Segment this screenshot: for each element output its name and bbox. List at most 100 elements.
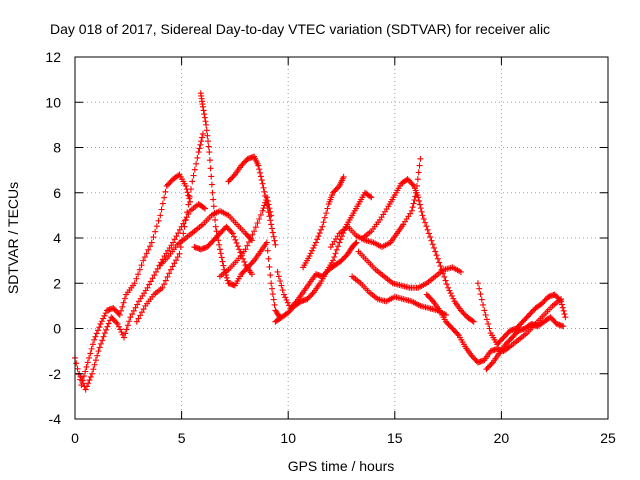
data-point (91, 336, 98, 343)
data-point (203, 127, 210, 134)
data-point (121, 334, 128, 341)
data-point (242, 158, 249, 165)
data-point (478, 296, 485, 303)
data-point (558, 298, 565, 305)
data-point (83, 363, 90, 370)
data-point (424, 226, 431, 233)
data-point (182, 182, 189, 189)
data-point (105, 320, 112, 327)
data-point (425, 292, 432, 299)
data-point (267, 217, 274, 224)
data-point (339, 256, 346, 263)
data-point (171, 260, 178, 267)
data-point (442, 277, 449, 284)
data-point (220, 262, 227, 269)
data-point (135, 271, 142, 278)
data-point (96, 344, 103, 351)
data-point (175, 172, 182, 179)
data-point (331, 254, 338, 261)
data-point (422, 219, 429, 226)
data-point (443, 281, 450, 288)
data-point (141, 254, 148, 261)
series-track-1 (72, 171, 194, 389)
data-point (306, 293, 313, 300)
data-point (229, 230, 236, 237)
data-point (224, 277, 231, 284)
data-point (116, 311, 123, 318)
data-point (115, 323, 122, 330)
data-point (171, 236, 178, 243)
data-point (320, 219, 327, 226)
data-point (220, 226, 227, 233)
data-point (118, 329, 125, 336)
data-point (311, 242, 318, 249)
data-point (426, 294, 433, 301)
data-point (279, 287, 286, 294)
data-point (84, 359, 91, 366)
chart-title: Day 018 of 2017, Sidereal Day-to-day VTE… (50, 21, 550, 37)
data-point (309, 247, 316, 254)
data-point (180, 230, 187, 237)
data-point (191, 166, 198, 173)
data-point (284, 299, 291, 306)
data-point (554, 294, 561, 301)
data-point (244, 242, 251, 249)
data-point (157, 212, 164, 219)
data-point (268, 280, 275, 287)
x-tick-label: 5 (178, 430, 186, 446)
data-point (483, 366, 490, 373)
data-point (243, 231, 250, 238)
data-point (259, 207, 266, 214)
data-point (211, 235, 218, 242)
data-point (329, 257, 336, 264)
data-point (199, 130, 206, 137)
data-point (229, 174, 236, 181)
data-point (155, 217, 162, 224)
data-point (407, 178, 414, 185)
data-point (336, 239, 343, 246)
data-point (312, 239, 319, 246)
data-point (193, 160, 200, 167)
data-point (417, 205, 424, 212)
data-point (239, 161, 246, 168)
data-point (528, 309, 535, 316)
data-point (271, 301, 278, 308)
data-point (219, 258, 226, 265)
data-point (538, 300, 545, 307)
data-point (248, 260, 255, 267)
data-point (91, 361, 98, 368)
data-point (209, 238, 216, 245)
data-point (329, 189, 336, 196)
data-point (270, 296, 277, 303)
data-point (488, 360, 495, 367)
data-point (214, 233, 221, 240)
series-track-5 (191, 223, 255, 278)
data-point (190, 172, 197, 179)
data-point (147, 278, 154, 285)
data-point (434, 255, 441, 262)
data-point (459, 308, 466, 315)
data-point (332, 187, 339, 194)
data-point (158, 259, 165, 266)
data-point (216, 241, 223, 248)
data-point (90, 366, 97, 373)
data-point (199, 134, 206, 141)
data-point (217, 250, 224, 257)
data-point (163, 182, 170, 189)
data-point (210, 203, 217, 210)
data-point (408, 180, 415, 187)
data-point (526, 311, 533, 318)
data-point (451, 328, 458, 335)
data-point (504, 330, 511, 337)
data-point (124, 322, 131, 329)
data-point (215, 231, 222, 238)
data-point (185, 201, 192, 208)
data-point (130, 307, 137, 314)
data-point (474, 280, 481, 287)
data-point (333, 246, 340, 253)
data-point (272, 241, 279, 248)
data-point (242, 230, 249, 237)
data-point (240, 159, 247, 166)
data-point (480, 301, 487, 308)
data-point (269, 229, 276, 236)
